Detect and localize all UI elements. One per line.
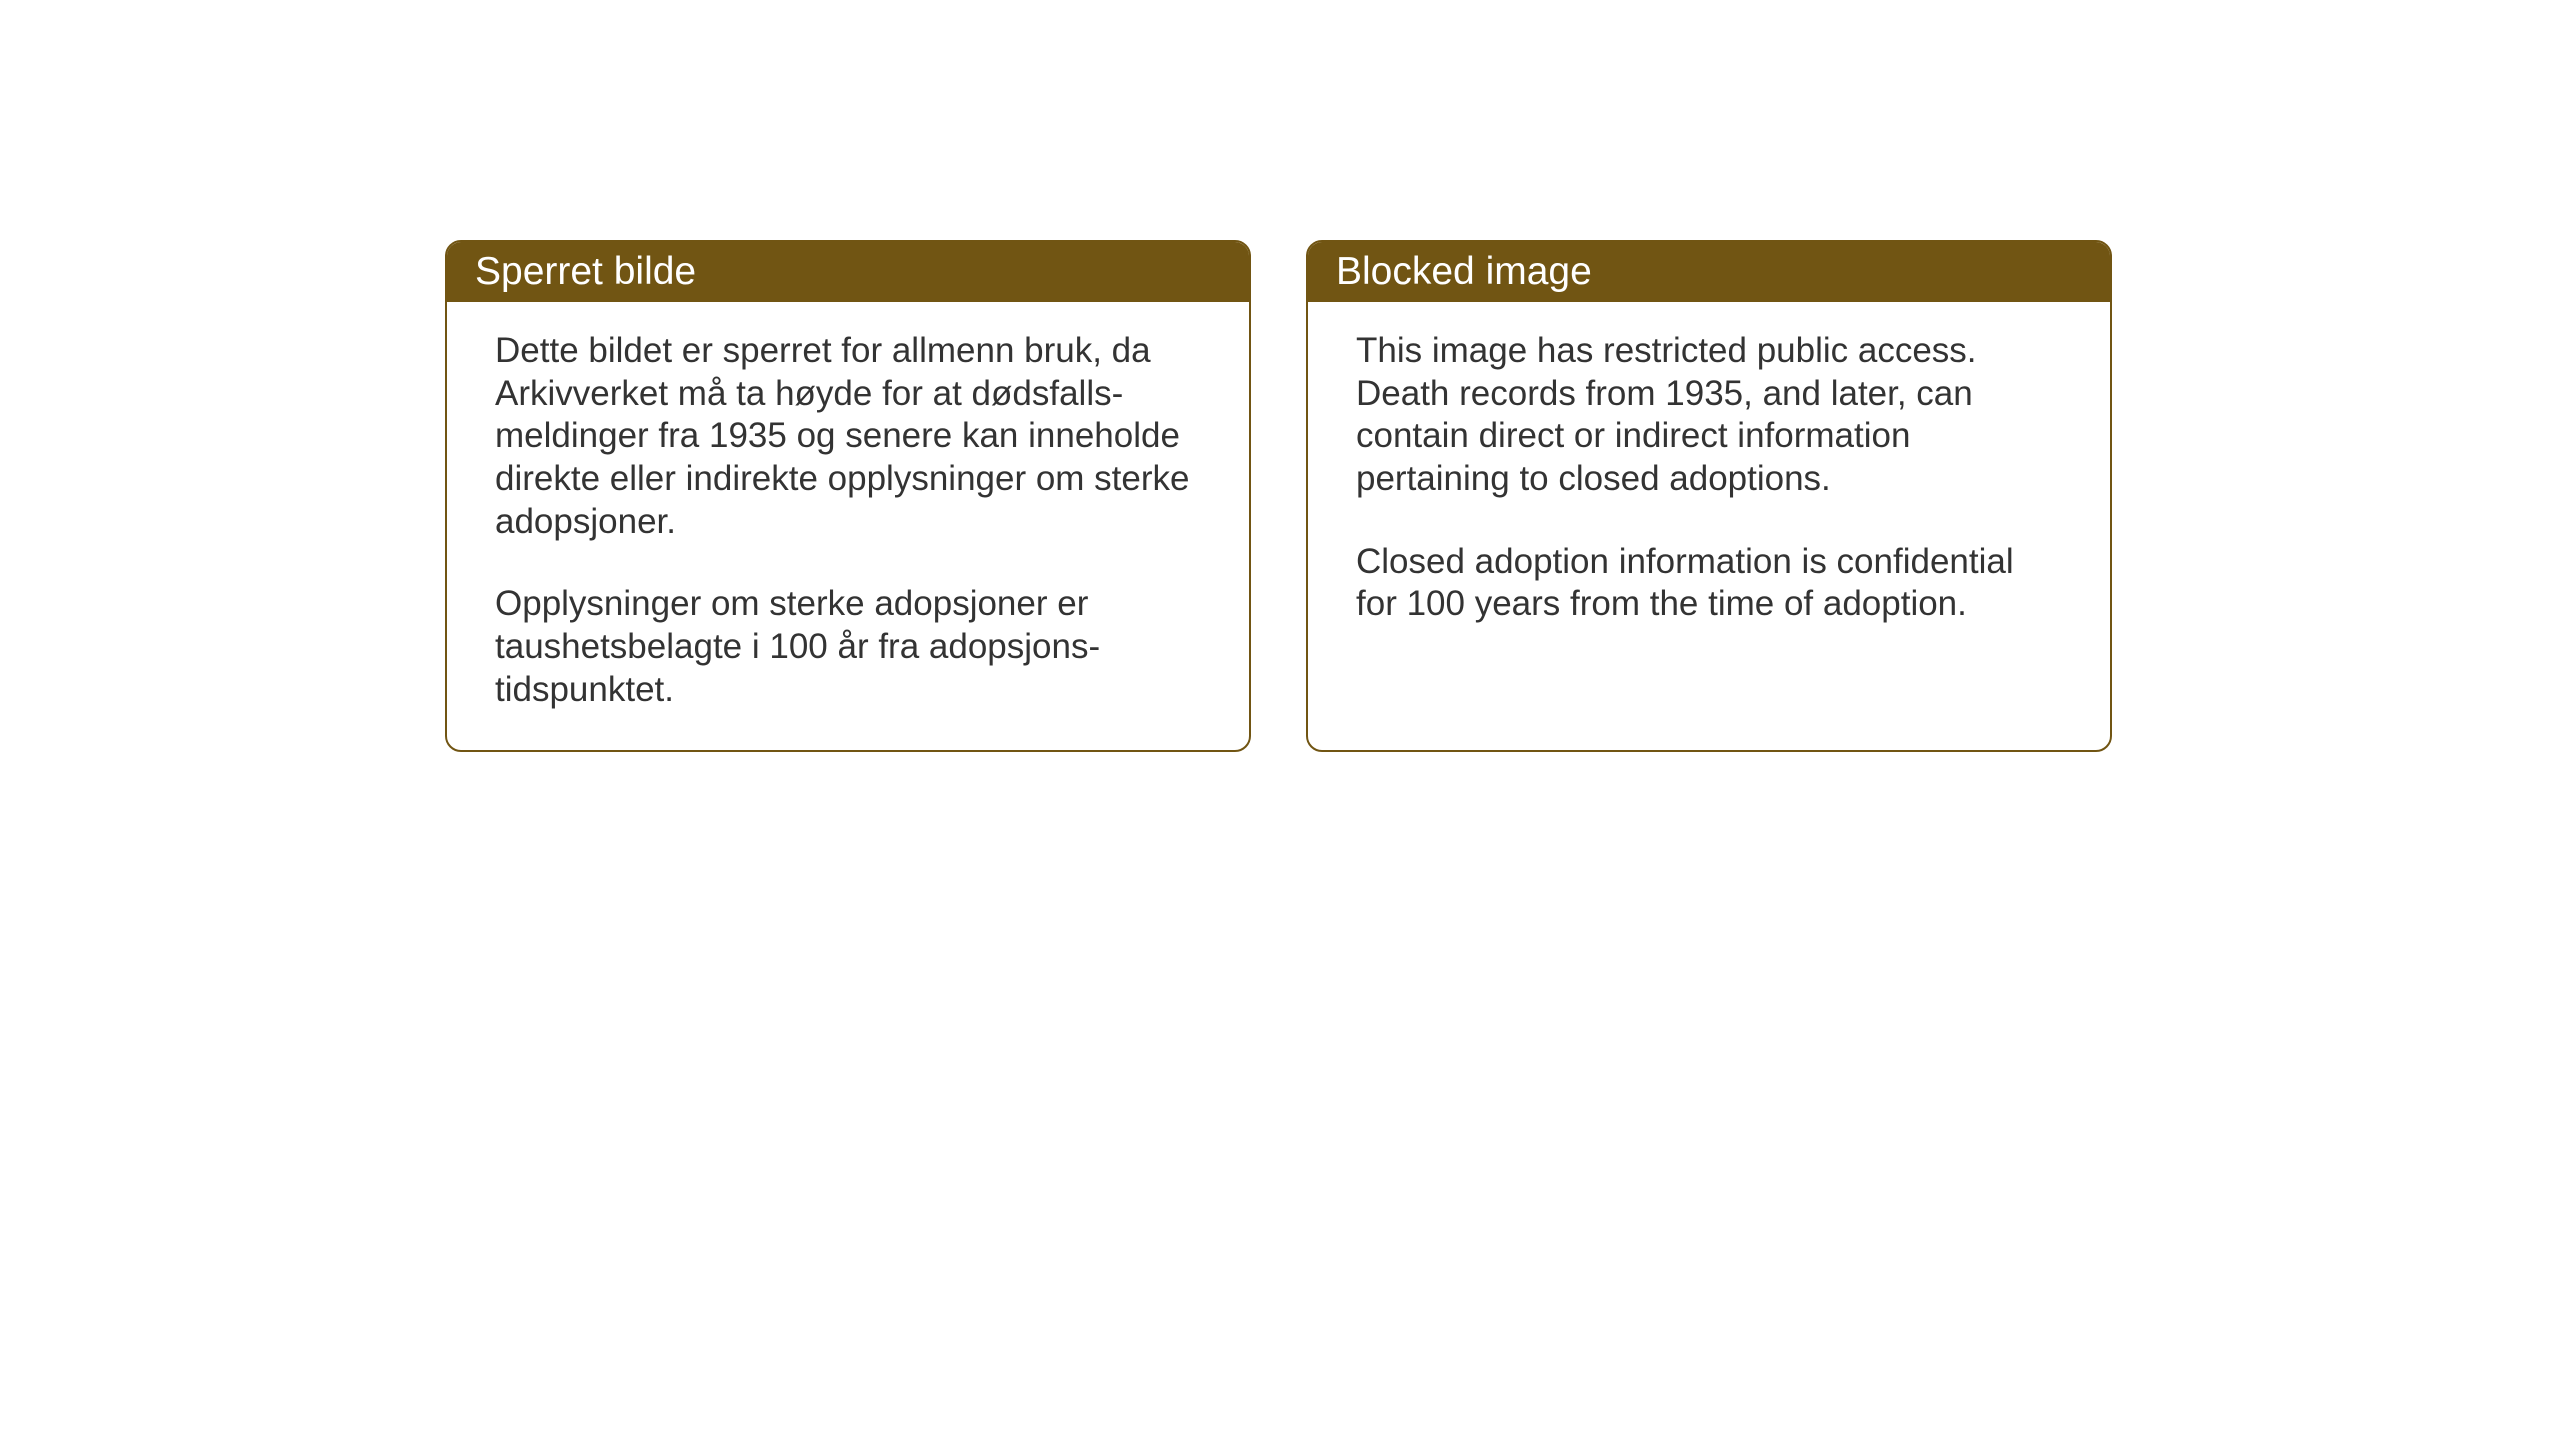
card-body-english: This image has restricted public access.… — [1308, 302, 2110, 726]
notice-paragraph-2-english: Closed adoption information is confident… — [1356, 541, 2062, 626]
notice-paragraph-1-english: This image has restricted public access.… — [1356, 330, 2062, 501]
card-title-norwegian: Sperret bilde — [475, 250, 696, 293]
card-body-norwegian: Dette bildet er sperret for allmenn bruk… — [447, 302, 1249, 750]
card-header-english: Blocked image — [1308, 242, 2110, 302]
card-title-english: Blocked image — [1336, 250, 1592, 293]
blocked-notice-english: Blocked image This image has restricted … — [1306, 240, 2112, 752]
card-header-norwegian: Sperret bilde — [447, 242, 1249, 302]
blocked-notice-norwegian: Sperret bilde Dette bildet er sperret fo… — [445, 240, 1251, 752]
notice-paragraph-2-norwegian: Opplysninger om sterke adopsjoner er tau… — [495, 583, 1201, 711]
notice-container: Sperret bilde Dette bildet er sperret fo… — [445, 240, 2112, 752]
notice-paragraph-1-norwegian: Dette bildet er sperret for allmenn bruk… — [495, 330, 1201, 543]
